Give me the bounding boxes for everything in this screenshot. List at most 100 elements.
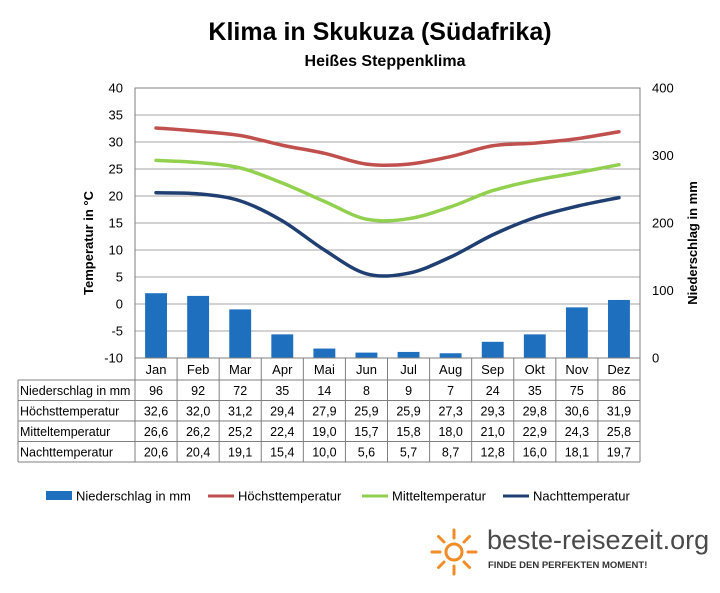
table-cell: 24 bbox=[486, 384, 500, 398]
y-right-tick-label: 200 bbox=[652, 216, 674, 231]
precipitation-bar bbox=[145, 293, 167, 358]
table-cell: 18,0 bbox=[438, 425, 462, 439]
precipitation-bar bbox=[565, 307, 588, 358]
precipitation-bar bbox=[397, 351, 420, 358]
legend: Niederschlag in mm Höchsttemperatur Mittel… bbox=[46, 489, 630, 504]
precipitation-bar bbox=[355, 352, 378, 358]
table-cell: 92 bbox=[191, 384, 205, 398]
precipitation-bar bbox=[313, 348, 336, 358]
table-cell: 25,2 bbox=[228, 425, 252, 439]
y-left-tick-label: 25 bbox=[109, 162, 123, 177]
x-category-label: Mar bbox=[229, 362, 252, 377]
x-category-label: Jan bbox=[146, 362, 167, 377]
table-cell: 32,6 bbox=[144, 405, 168, 419]
y-left-tick-label: 15 bbox=[109, 216, 123, 231]
table-cell: 25,9 bbox=[354, 405, 378, 419]
y-right-tick-label: 100 bbox=[652, 283, 674, 298]
table-cell: 86 bbox=[612, 384, 626, 398]
chart-title: Klima in Skukuza (Südafrika) bbox=[208, 18, 552, 46]
y-left-tick-label: 0 bbox=[116, 297, 123, 312]
table-cell: 22,9 bbox=[523, 425, 547, 439]
table-cell: 29,3 bbox=[481, 405, 505, 419]
series-line-mean bbox=[154, 158, 621, 223]
x-category-label: Nov bbox=[565, 362, 589, 377]
series-line-high bbox=[154, 126, 621, 168]
x-category-label: Sep bbox=[481, 362, 504, 377]
table-cell: 19,0 bbox=[312, 425, 336, 439]
gridlines bbox=[135, 87, 640, 359]
table-cell: 10,0 bbox=[312, 446, 336, 460]
data-table: Jan Feb Mar Apr Mai Jun Jul Aug Sep Okt Nov Dez Nied… bbox=[17, 358, 641, 463]
table-cell: 12,8 bbox=[481, 446, 505, 460]
table-cell: 5,7 bbox=[400, 446, 417, 460]
table-cell: 30,6 bbox=[565, 405, 589, 419]
table-cell: 22,4 bbox=[270, 425, 294, 439]
table-cell: 27,9 bbox=[312, 405, 336, 419]
legend-label: Nachttemperatur bbox=[533, 489, 630, 504]
precipitation-bar bbox=[271, 334, 294, 358]
table-cell: 8,7 bbox=[442, 446, 459, 460]
x-category-label: Feb bbox=[187, 362, 209, 377]
sun-icon bbox=[430, 528, 478, 576]
legend-swatch-bar bbox=[46, 491, 72, 500]
table-cell: 21,0 bbox=[481, 425, 505, 439]
table-row-label: Mitteltemperatur bbox=[20, 425, 110, 439]
chart-subtitle: Heißes Steppenklima bbox=[304, 53, 466, 70]
table-cell: 72 bbox=[233, 384, 247, 398]
x-category-label: Mai bbox=[314, 362, 335, 377]
precipitation-bar bbox=[229, 309, 252, 358]
table-cell: 35 bbox=[528, 384, 542, 398]
table-cell: 29,8 bbox=[523, 405, 547, 419]
precipitation-bar bbox=[523, 334, 546, 358]
legend-label: Mitteltemperatur bbox=[392, 489, 487, 504]
table-cell: 25,8 bbox=[607, 425, 631, 439]
legend-label: Höchsttemperatur bbox=[238, 489, 342, 504]
x-category-label: Okt bbox=[525, 362, 546, 377]
y-left-tick-label: 20 bbox=[109, 189, 123, 204]
y-right-tick-label: 400 bbox=[652, 81, 674, 96]
table-cell: 27,3 bbox=[438, 405, 462, 419]
legend-label: Niederschlag in mm bbox=[76, 489, 191, 504]
y-left-tick-label: -5 bbox=[111, 324, 123, 339]
axes: 40 35 30 25 20 15 10 5 0 -5 -10 400 300 200 100 0 Temper… bbox=[81, 81, 700, 366]
precipitation-bar bbox=[187, 295, 210, 358]
table-cell: 31,2 bbox=[228, 405, 252, 419]
table-row-label: Nachttemperatur bbox=[20, 446, 113, 460]
table-row-label: Niederschlag in mm bbox=[20, 384, 130, 398]
table-cell: 15,8 bbox=[396, 425, 420, 439]
table-cell: 19,1 bbox=[228, 446, 252, 460]
brand-site-name: beste-reisezeit.org bbox=[487, 525, 710, 555]
table-cell: 20,4 bbox=[186, 446, 210, 460]
y-left-tick-label: 40 bbox=[109, 81, 123, 96]
table-cell: 5,6 bbox=[358, 446, 375, 460]
y-left-tick-label: -10 bbox=[104, 351, 123, 366]
table-cell: 26,2 bbox=[186, 425, 210, 439]
x-category-label: Jul bbox=[400, 362, 417, 377]
precipitation-bars bbox=[145, 293, 630, 358]
x-category-label: Apr bbox=[272, 362, 293, 377]
x-category-label: Aug bbox=[439, 362, 462, 377]
x-category-label: Dez bbox=[607, 362, 630, 377]
table-cell: 26,6 bbox=[144, 425, 168, 439]
table-cell: 75 bbox=[570, 384, 584, 398]
table-cell: 15,7 bbox=[354, 425, 378, 439]
table-row-label: Höchsttemperatur bbox=[20, 405, 119, 419]
table-cell: 16,0 bbox=[523, 446, 547, 460]
y-left-tick-label: 10 bbox=[109, 243, 123, 258]
y-right-tick-label: 0 bbox=[652, 351, 659, 366]
x-category-label: Jun bbox=[356, 362, 377, 377]
table-cell: 20,6 bbox=[144, 446, 168, 460]
brand-logo-block: beste-reisezeit.org FINDE DEN PERFEKTEN … bbox=[430, 525, 720, 585]
precipitation-bar bbox=[439, 353, 462, 358]
y-left-tick-label: 5 bbox=[116, 270, 123, 285]
table-cell: 19,7 bbox=[607, 446, 631, 460]
table-cell: 24,3 bbox=[565, 425, 589, 439]
table-cell: 15,4 bbox=[270, 446, 294, 460]
table-cell: 14 bbox=[317, 384, 331, 398]
table-cell: 29,4 bbox=[270, 405, 294, 419]
series-line-night bbox=[154, 191, 621, 278]
table-cell: 25,9 bbox=[396, 405, 420, 419]
table-cell: 8 bbox=[363, 384, 370, 398]
table-cell: 31,9 bbox=[607, 405, 631, 419]
